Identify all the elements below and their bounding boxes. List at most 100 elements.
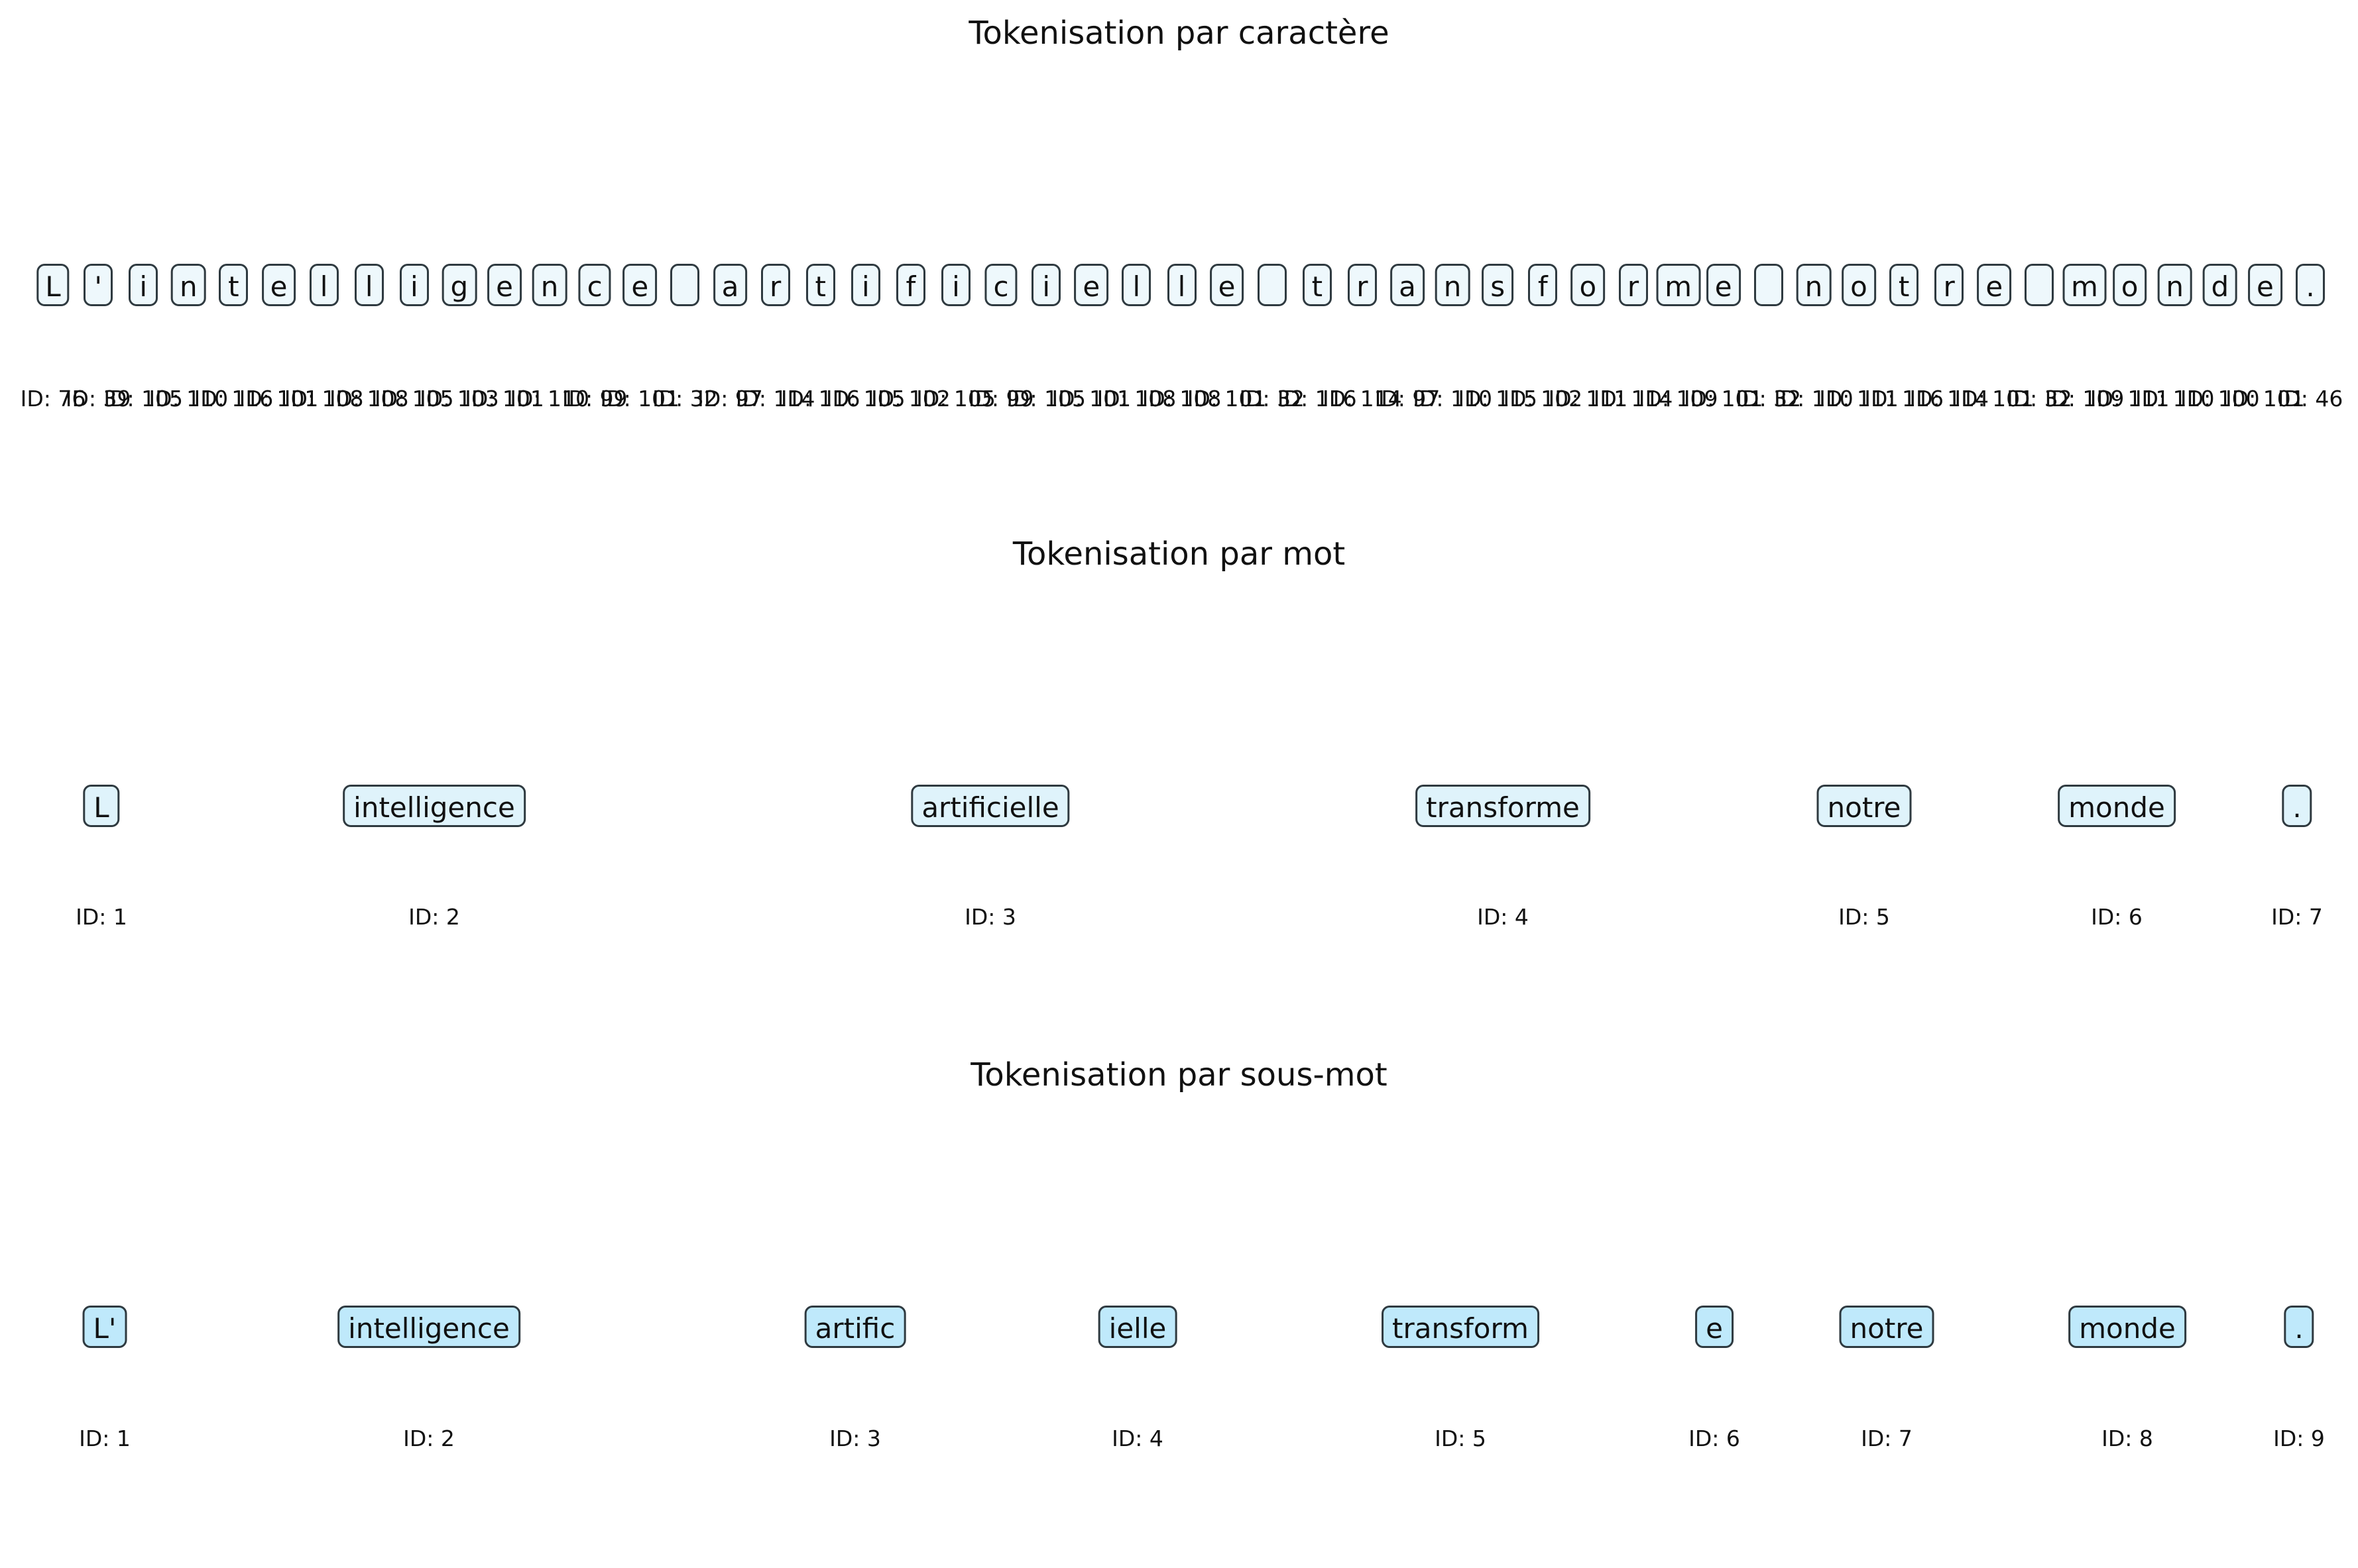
token-id-label: ID: 99 xyxy=(968,386,1034,412)
token-id-label: ID: 116 xyxy=(1864,386,1944,412)
token-box: e xyxy=(1695,1306,1734,1348)
token-box: o xyxy=(2112,264,2147,306)
token-box: artific xyxy=(804,1306,906,1348)
token-id-label: ID: 110 xyxy=(2135,386,2215,412)
token-id-label: ID: 3 xyxy=(965,904,1016,930)
token-box: e xyxy=(261,264,296,306)
token-id-label: ID: 114 xyxy=(1593,386,1673,412)
token-id-label: ID: 101 xyxy=(600,386,680,412)
token-box: l xyxy=(1167,264,1197,306)
token-box: t xyxy=(219,264,249,306)
token-id-label: ID: 2 xyxy=(403,1426,455,1451)
token-box: monde xyxy=(2068,1306,2186,1348)
token-box: ' xyxy=(84,264,113,306)
token-id-label: ID: 105 xyxy=(825,386,906,412)
token-box: L' xyxy=(82,1306,127,1348)
token-id-label: ID: 102 xyxy=(1503,386,1583,412)
token-id-label: ID: 116 xyxy=(780,386,860,412)
token-box: a xyxy=(1390,264,1425,306)
panel-title: Tokenisation par sous-mot xyxy=(971,1056,1387,1093)
panel-title: Tokenisation par mot xyxy=(1012,535,1346,573)
token-box: g xyxy=(442,264,477,306)
token-box: l xyxy=(1122,264,1151,306)
token-id-label: ID: 111 xyxy=(1819,386,1899,412)
token-box: c xyxy=(578,264,611,306)
token-id-label: ID: 9 xyxy=(2273,1426,2325,1451)
token-id-label: ID: 102 xyxy=(871,386,951,412)
token-box: f xyxy=(896,264,925,306)
token-id-label: ID: 97 xyxy=(697,386,763,412)
token-id-label: ID: 115 xyxy=(1458,386,1538,412)
token-id-label: ID: 4 xyxy=(1477,904,1529,930)
token-box: monde xyxy=(2058,785,2176,827)
token-box: s xyxy=(1482,264,1514,306)
token-box: . xyxy=(2284,1306,2314,1348)
token-box xyxy=(2025,264,2054,306)
token-id-label: ID: 1 xyxy=(76,904,127,930)
token-box xyxy=(1257,264,1287,306)
token-box: o xyxy=(1842,264,1876,306)
token-box: d xyxy=(2202,264,2238,306)
token-id-label: ID: 110 xyxy=(1413,386,1492,412)
token-id-label: ID: 3 xyxy=(829,1426,881,1451)
token-id-label: ID: 116 xyxy=(1277,386,1357,412)
token-id-label: ID: 108 xyxy=(1096,386,1177,412)
token-box: i xyxy=(399,264,429,306)
token-box: n xyxy=(1796,264,1832,306)
token-id-label: ID: 6 xyxy=(2091,904,2143,930)
token-id-label: ID: 46 xyxy=(2277,386,2343,412)
token-box: n xyxy=(170,264,206,306)
token-box: a xyxy=(713,264,748,306)
token-id-label: ID: 105 xyxy=(374,386,454,412)
token-box: i xyxy=(1032,264,1061,306)
token-id-label: ID: 32 xyxy=(652,386,718,412)
token-box: L xyxy=(83,785,120,827)
token-id-label: ID: 103 xyxy=(420,386,499,412)
token-box: i xyxy=(129,264,158,306)
token-id-label: ID: 4 xyxy=(1112,1426,1163,1451)
token-id-label: ID: 101 xyxy=(1683,386,1763,412)
token-id-label: ID: 105 xyxy=(103,386,184,412)
token-box: r xyxy=(1934,264,1964,306)
token-box: n xyxy=(2157,264,2192,306)
token-box: . xyxy=(2296,264,2325,306)
token-box: r xyxy=(1618,264,1648,306)
token-box xyxy=(1753,264,1783,306)
token-id-label: ID: 97 xyxy=(1374,386,1441,412)
token-id-label: ID: 116 xyxy=(194,386,274,412)
token-id-label: ID: 109 xyxy=(2044,386,2125,412)
token-box: t xyxy=(1302,264,1332,306)
token-box: intelligence xyxy=(343,785,526,827)
token-box: l xyxy=(354,264,384,306)
token-id-label: ID: 7 xyxy=(1861,1426,1913,1451)
token-id-label: ID: 108 xyxy=(1142,386,1222,412)
token-id-label: ID: 101 xyxy=(1187,386,1267,412)
token-box: ielle xyxy=(1098,1306,1177,1348)
token-id-label: ID: 2 xyxy=(408,904,460,930)
token-box: r xyxy=(1347,264,1377,306)
token-box: e xyxy=(2247,264,2282,306)
token-box: . xyxy=(2282,785,2312,827)
token-id-label: ID: 32 xyxy=(1239,386,1305,412)
token-id-label: ID: 5 xyxy=(1435,1426,1486,1451)
token-box: L xyxy=(36,264,70,306)
token-id-label: ID: 108 xyxy=(284,386,364,412)
token-box: e xyxy=(1706,264,1741,306)
token-id-label: ID: 1 xyxy=(79,1426,131,1451)
token-id-label: ID: 101 xyxy=(465,386,544,412)
token-box: notre xyxy=(1839,1306,1934,1348)
token-id-label: ID: 39 xyxy=(65,386,131,412)
token-id-label: ID: 105 xyxy=(1006,386,1087,412)
token-box: n xyxy=(1435,264,1470,306)
token-id-label: ID: 100 xyxy=(2180,386,2260,412)
token-id-label: ID: 8 xyxy=(2101,1426,2153,1451)
token-id-label: ID: 101 xyxy=(239,386,319,412)
panel-title: Tokenisation par caractère xyxy=(969,15,1389,52)
token-id-label: ID: 110 xyxy=(1774,386,1854,412)
token-id-label: ID: 110 xyxy=(510,386,589,412)
token-id-label: ID: 114 xyxy=(735,386,815,412)
token-box: o xyxy=(1570,264,1606,306)
token-box: n xyxy=(532,264,567,306)
token-box: notre xyxy=(1816,785,1912,827)
token-box: intelligence xyxy=(337,1306,520,1348)
